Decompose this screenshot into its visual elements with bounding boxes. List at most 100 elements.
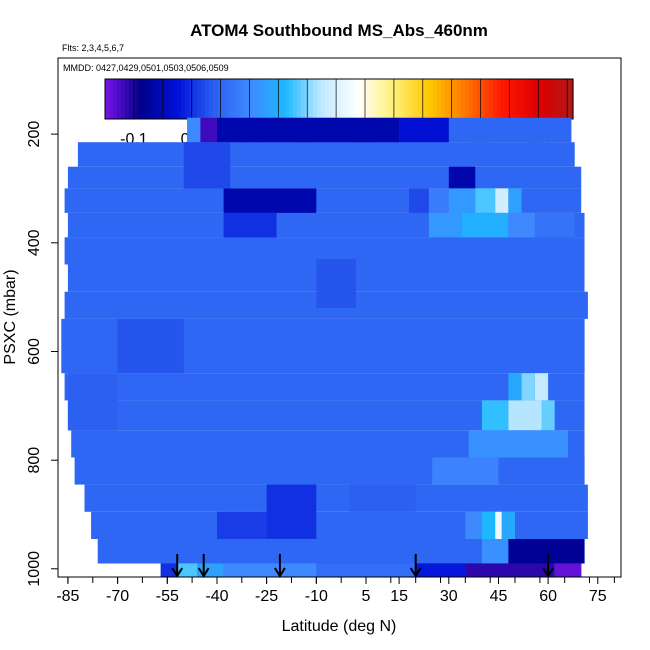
colorbar-swatch [129, 79, 134, 119]
colorbar-swatch [153, 79, 158, 119]
plot-frame [57, 57, 622, 578]
heatmap-cell [349, 484, 416, 512]
heatmap-cell [117, 318, 184, 374]
x-tick-label: 75 [589, 588, 607, 605]
colorbar-swatch [125, 79, 130, 119]
colorbar-swatch [261, 79, 266, 119]
colorbar-swatch [277, 79, 282, 119]
colorbar-swatch [193, 79, 198, 119]
latitude-arrows [171, 554, 554, 578]
heatmap-cell [217, 511, 267, 539]
colorbar-swatch [321, 79, 326, 119]
flights-note: Flts: 2,3,4,5,6,7 [62, 43, 124, 53]
colorbar-swatch [365, 79, 370, 119]
colorbar-swatch [473, 79, 478, 119]
x-tick-label: 30 [440, 588, 458, 605]
colorbar-swatch [369, 79, 374, 119]
colorbar-swatch [333, 79, 338, 119]
colorbar-swatch [405, 79, 410, 119]
heatmap-cell [223, 212, 277, 238]
colorbar-swatch [169, 79, 174, 119]
arrow-head [542, 567, 554, 578]
colorbar-swatch [113, 79, 118, 119]
colorbar-swatch [553, 79, 558, 119]
colorbar-swatch [237, 79, 242, 119]
colorbar-swatch [353, 79, 358, 119]
colorbar-swatch [181, 79, 186, 119]
heatmap-cell [495, 511, 502, 539]
colorbar-swatch [197, 79, 202, 119]
x-tick-label: -25 [255, 588, 278, 605]
y-tick-label: 1000 [26, 551, 43, 587]
colorbar-swatch [301, 79, 306, 119]
heatmap-cell [465, 563, 555, 577]
colorbar-swatch [285, 79, 290, 119]
colorbar-swatch [425, 79, 430, 119]
heatmap-cells [61, 117, 588, 577]
heatmap-cell [481, 539, 509, 564]
colorbar-swatch [109, 79, 114, 119]
heatmap-cell [217, 117, 400, 143]
chart-title: ATOM4 Southbound MS_Abs_460nm [190, 21, 488, 40]
x-tick-label: -55 [156, 588, 179, 605]
colorbar-swatch [281, 79, 286, 119]
colorbar-swatch [177, 79, 182, 119]
heatmap-cell [399, 117, 449, 143]
colorbar-swatch [137, 79, 142, 119]
colorbar-swatch [205, 79, 210, 119]
heatmap-cell [223, 188, 317, 213]
heatmap-cell [432, 457, 499, 485]
colorbar-swatch [413, 79, 418, 119]
heatmap-cell [160, 563, 178, 577]
colorbar-swatch [325, 79, 330, 119]
heatmap-row [77, 142, 575, 167]
colorbar-swatch [297, 79, 302, 119]
colorbar-swatch [501, 79, 506, 119]
colorbar-swatch [221, 79, 226, 119]
y-tick-label: 600 [26, 338, 43, 365]
colorbar-swatch [421, 79, 426, 119]
colorbar-swatch [105, 79, 110, 119]
heatmap-cell [481, 400, 509, 431]
colorbar-swatch [437, 79, 442, 119]
heatmap-cell [415, 563, 466, 577]
heatmap-cell [495, 188, 509, 213]
colorbar-swatch [497, 79, 502, 119]
heatmap-cell [67, 373, 118, 431]
heatmap-cell [468, 430, 569, 458]
arrow-head [171, 567, 184, 578]
x-tick-label: -70 [106, 588, 129, 605]
colorbar-swatch [293, 79, 298, 119]
x-tick-label: 45 [490, 588, 508, 605]
heatmap-cell [409, 188, 429, 213]
colorbar-swatch [377, 79, 382, 119]
x-tick-label: -85 [56, 588, 79, 605]
x-axis-label: Latitude (deg N) [282, 618, 397, 635]
x-axis: -85 -70 -55 -40 -25 -10 5 15 30 45 60 75 [56, 577, 615, 605]
y-axis-label: PSXC (mbar) [2, 269, 19, 364]
x-tick-label: 5 [362, 588, 371, 605]
y-tick-label: 200 [26, 121, 43, 148]
colorbar-swatch [569, 79, 574, 119]
x-tick-label: 60 [539, 588, 557, 605]
heatmap-cell [316, 563, 416, 577]
colorbar-swatch [489, 79, 494, 119]
colorbar-swatch [253, 79, 258, 119]
colorbar-swatch [309, 79, 314, 119]
heatmap-cell [508, 212, 535, 238]
colorbar-swatch [381, 79, 386, 119]
colorbar-swatch [121, 79, 126, 119]
colorbar-swatch [213, 79, 218, 119]
heatmap-cell [200, 117, 217, 143]
heatmap-cell [428, 212, 462, 238]
heatmap-cell [465, 511, 482, 539]
colorbar-swatch [209, 79, 214, 119]
colorbar-swatch [133, 79, 138, 119]
colorbar-swatch [449, 79, 454, 119]
colorbar-swatch [557, 79, 562, 119]
colorbar-swatch [201, 79, 206, 119]
colorbar-swatch [505, 79, 510, 119]
colorbar-swatch [529, 79, 534, 119]
colorbar-swatch [461, 79, 466, 119]
